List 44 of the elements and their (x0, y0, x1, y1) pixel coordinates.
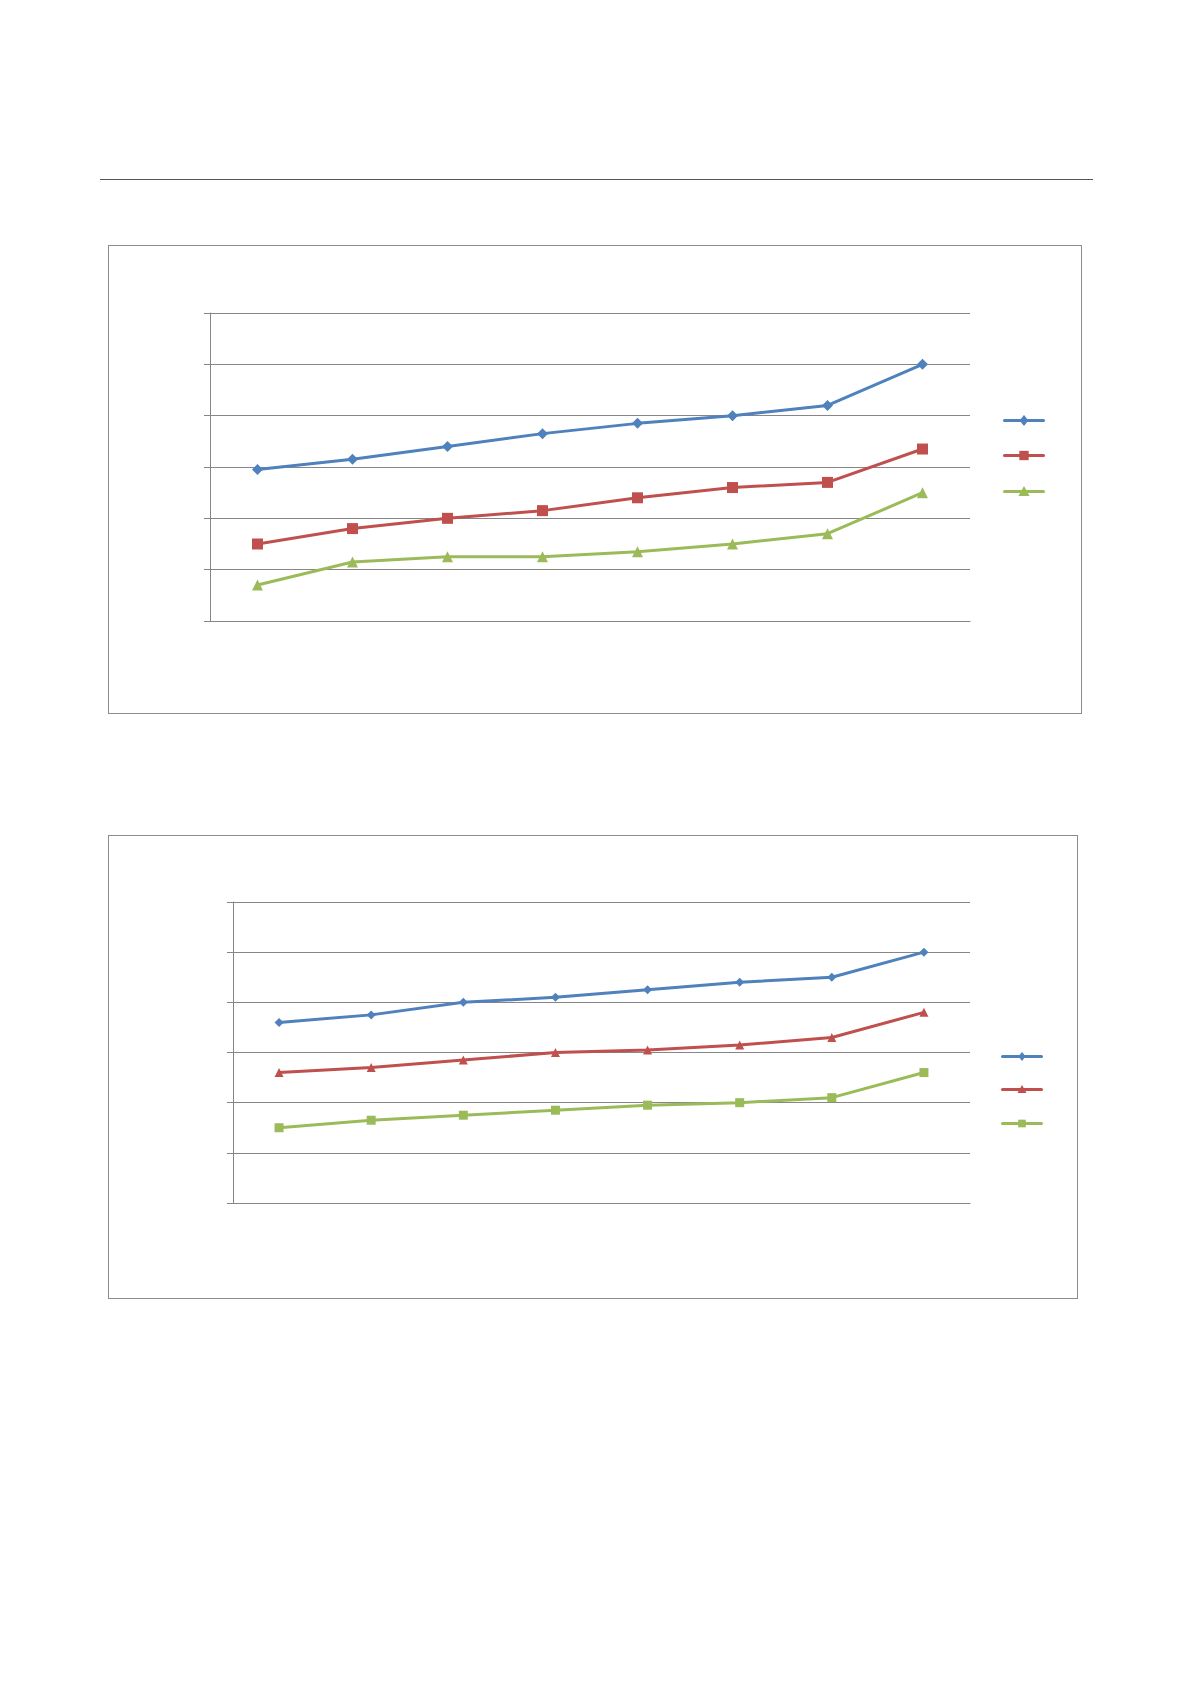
point (727, 538, 738, 550)
point (274, 1068, 284, 1078)
point (643, 1100, 653, 1110)
point (917, 358, 928, 370)
point (550, 1105, 560, 1115)
point (919, 1068, 929, 1078)
point (347, 453, 358, 465)
point (822, 399, 833, 411)
point (917, 487, 928, 499)
point (366, 1063, 376, 1073)
point (919, 947, 929, 957)
point (827, 972, 837, 982)
point (252, 464, 263, 476)
point (735, 1098, 745, 1108)
point (919, 1007, 929, 1017)
point (550, 1048, 560, 1057)
point (274, 1123, 284, 1133)
point (632, 417, 643, 429)
point (458, 997, 468, 1007)
point (632, 492, 643, 504)
point (366, 1010, 376, 1020)
point (274, 1017, 284, 1027)
point (347, 556, 358, 568)
point (822, 476, 833, 488)
point (458, 1110, 468, 1120)
point (442, 512, 453, 524)
point (827, 1093, 837, 1103)
point (366, 1115, 376, 1125)
point (442, 440, 453, 452)
point (735, 977, 745, 987)
point (537, 428, 548, 440)
point (458, 1055, 468, 1065)
point (917, 443, 928, 455)
point (827, 1032, 837, 1042)
point (537, 505, 548, 517)
point (632, 546, 643, 558)
point (252, 538, 263, 550)
point (252, 579, 263, 591)
point (822, 528, 833, 540)
point (442, 551, 453, 563)
point (727, 482, 738, 494)
point (537, 551, 548, 563)
point (347, 523, 358, 535)
point (727, 410, 738, 422)
